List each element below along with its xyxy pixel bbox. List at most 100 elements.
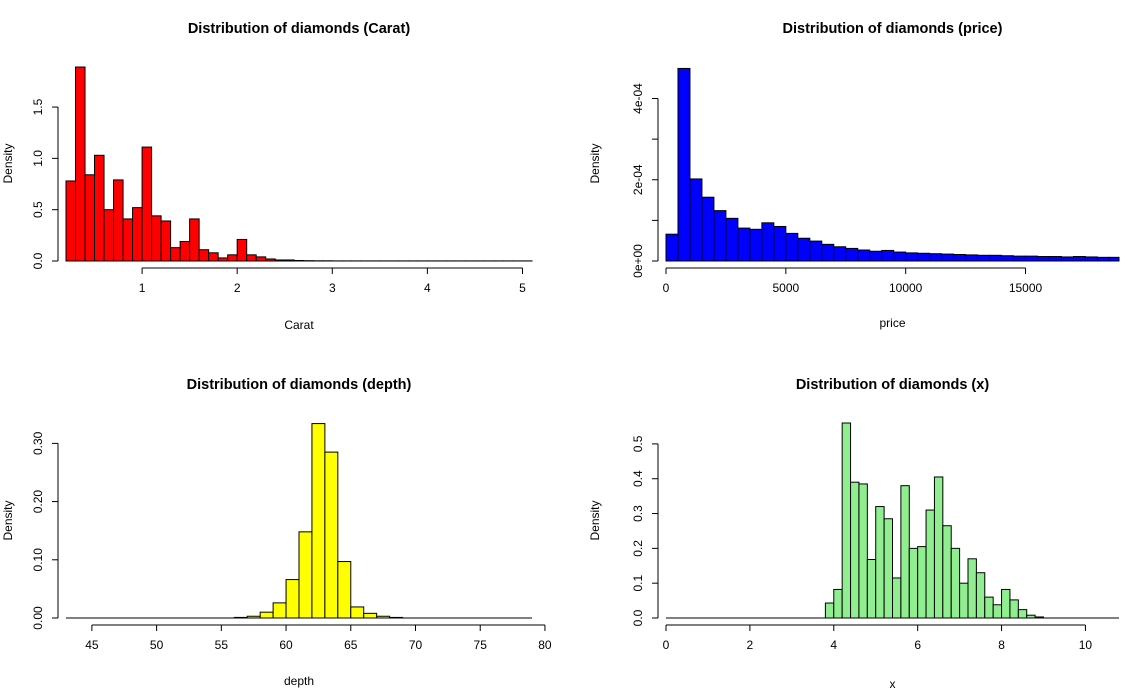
x-tick-label: 80 — [538, 638, 552, 652]
y-tick-label: 0.3 — [631, 505, 645, 522]
y-tick-label: 0.10 — [31, 548, 45, 572]
y-tick-label: 2e-04 — [631, 164, 645, 195]
histogram-bar — [272, 602, 287, 619]
histogram-bar — [65, 180, 77, 262]
histogram-bar — [857, 249, 871, 262]
histogram-bar — [285, 579, 300, 619]
histogram-bar — [841, 422, 852, 619]
carat-histogram-panel: Distribution of diamonds (Carat) Carat D… — [1, 21, 533, 332]
histogram-bar — [208, 252, 219, 262]
depth-histogram-panel: Distribution of diamonds (depth) depth D… — [1, 377, 552, 688]
histogram-bar — [189, 218, 200, 262]
y-tick-label: 1.5 — [31, 98, 45, 115]
histogram-bar — [900, 485, 910, 619]
histogram-bar — [1026, 614, 1036, 619]
histogram-bar — [1096, 256, 1110, 262]
histogram-bar — [866, 559, 877, 619]
histogram-bar — [883, 518, 893, 619]
x-axis-label: price — [879, 316, 905, 330]
histogram-bar — [1084, 256, 1098, 262]
x-axis: 1 2 3 4 5 — [139, 267, 526, 295]
histogram-bar — [160, 220, 172, 262]
y-tick-label: 0.5 — [631, 435, 645, 452]
histogram-bar — [942, 525, 952, 619]
histogram-bar — [953, 254, 967, 262]
x-tick-label: 4 — [830, 638, 837, 652]
bars — [666, 422, 1119, 619]
histogram-bar — [977, 254, 991, 262]
histogram-bar — [933, 476, 944, 619]
histogram-bar — [858, 483, 868, 619]
y-tick-label: 1.0 — [31, 150, 45, 167]
histogram-bar — [665, 233, 679, 262]
histogram-bar — [875, 506, 885, 619]
y-tick-label: 4e-04 — [631, 83, 645, 114]
histogram-bar — [324, 451, 339, 619]
x-tick-label: 0 — [663, 281, 670, 295]
histogram-bar — [689, 178, 703, 262]
x-tick-label: 6 — [914, 638, 921, 652]
histogram-bar — [363, 612, 378, 619]
histogram-bar — [236, 238, 248, 262]
histogram-bar — [992, 604, 1003, 619]
histogram-bar — [350, 606, 365, 619]
histogram-bar — [701, 196, 715, 262]
x-tick-label: 1 — [139, 281, 146, 295]
histogram-bar — [925, 509, 935, 619]
histogram-bar — [298, 531, 313, 619]
price-histogram-panel: Distribution of diamonds (price) price D… — [588, 21, 1120, 330]
histogram-bar — [797, 237, 811, 262]
histogram-bar — [246, 615, 261, 619]
histogram-bar — [850, 481, 860, 619]
y-tick-label: 0.00 — [31, 606, 45, 630]
histogram-bar — [113, 179, 124, 262]
y-tick-label: 0.5 — [31, 201, 45, 218]
bars — [665, 67, 1120, 262]
histogram-bar — [284, 259, 295, 262]
histogram-bar — [84, 174, 96, 262]
y-tick-label: 0.30 — [31, 431, 45, 455]
x-tick-label: 50 — [150, 638, 164, 652]
histogram-bar — [809, 240, 823, 262]
y-tick-label: 0.4 — [631, 470, 645, 487]
histogram-bar — [833, 246, 847, 262]
y-tick-label: 0.0 — [631, 609, 645, 626]
histogram-bar — [337, 561, 352, 619]
histogram-bar — [94, 154, 105, 262]
histogram-bar — [908, 547, 919, 619]
histogram-bar — [905, 252, 919, 262]
histogram-bar — [950, 547, 961, 619]
y-axis-label: Density — [588, 143, 602, 183]
x-axis: 0 2 4 6 8 10 — [663, 624, 1093, 652]
histogram-bar — [749, 228, 763, 262]
x-tick-label: 70 — [409, 638, 423, 652]
histogram-bar — [917, 252, 931, 262]
histogram-bar — [1009, 599, 1019, 619]
y-axis-label: Density — [1, 143, 15, 183]
x-tick-label: 2 — [747, 638, 754, 652]
histogram-bar — [929, 253, 943, 262]
histogram-bar — [725, 217, 739, 262]
bars — [66, 423, 532, 619]
y-axis: 0.00 0.10 0.20 0.30 — [31, 431, 59, 630]
y-axis: 0.0 0.1 0.2 0.3 0.4 0.5 — [631, 435, 659, 626]
histogram-bar — [1060, 256, 1074, 262]
x-axis: 45 50 55 60 65 70 75 80 — [85, 624, 552, 652]
x-tick-label: 5 — [519, 281, 526, 295]
histogram-bar — [785, 232, 799, 262]
bars — [65, 66, 533, 262]
histogram-bar — [122, 218, 134, 262]
x-tick-label: 4 — [424, 281, 431, 295]
x-axis-label: depth — [284, 674, 314, 688]
x-tick-label: 75 — [474, 638, 488, 652]
histogram-bar — [821, 243, 835, 262]
histogram-bar — [217, 257, 229, 262]
histogram-bar — [1001, 255, 1015, 262]
histogram-bar — [761, 222, 775, 262]
histogram-bar — [833, 588, 843, 619]
y-tick-label: 0.1 — [631, 575, 645, 592]
histogram-bar — [773, 225, 787, 262]
x-tick-label: 10 — [1079, 638, 1093, 652]
histogram-bar — [132, 207, 143, 262]
y-tick-label: 0.2 — [631, 540, 645, 557]
